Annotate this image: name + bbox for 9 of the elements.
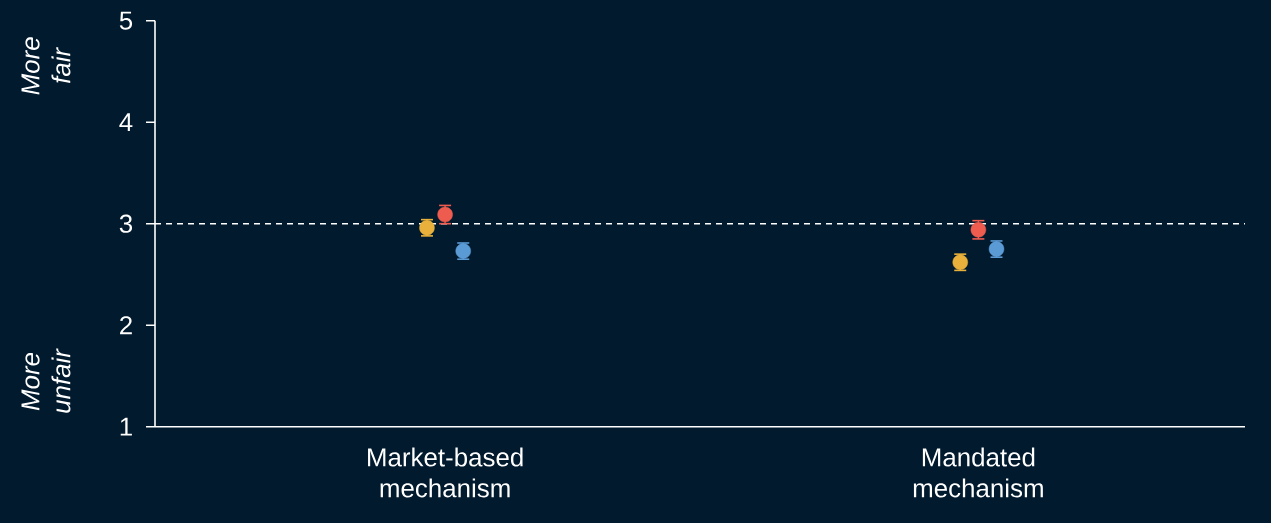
text: More fair [21, 37, 71, 95]
x-tick-label: Market-based mechanism [368, 447, 523, 498]
y-tick-label: 3 [119, 214, 133, 233]
x-tick-label: Mandated mechanism [913, 447, 1043, 498]
y-tick-label: 2 [120, 316, 132, 335]
y-tick-label: 4 [119, 113, 133, 132]
y-tick-label: 1 [120, 417, 132, 436]
y-tick-label: 5 [119, 11, 133, 30]
text: More unfair [21, 348, 71, 413]
